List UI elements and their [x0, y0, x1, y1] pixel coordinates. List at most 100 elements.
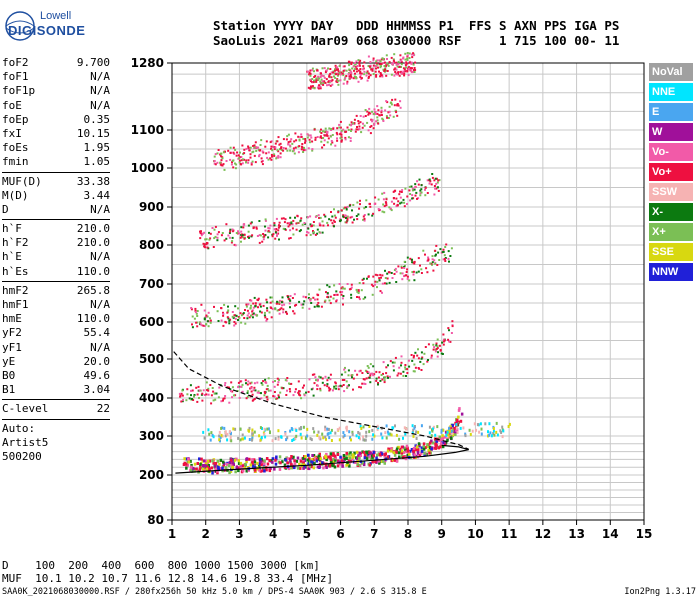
echo-point	[331, 463, 334, 467]
echo-point	[228, 401, 231, 404]
echo-point	[317, 378, 319, 381]
echo-point	[342, 431, 345, 435]
echo-point	[311, 67, 314, 70]
param-row: foF2 9.700	[2, 56, 110, 70]
echo-point	[369, 205, 372, 208]
echo-point	[376, 116, 379, 119]
echo-point	[271, 308, 274, 310]
echo-point	[369, 363, 372, 366]
echo-point	[266, 301, 269, 304]
echo-point	[412, 434, 415, 438]
y-tick-label: 600	[139, 315, 164, 329]
echo-point	[427, 256, 430, 259]
echo-point	[283, 303, 286, 306]
echo-point	[313, 462, 316, 466]
echo-point	[403, 446, 406, 450]
echo-point	[220, 155, 223, 158]
echo-point	[478, 430, 481, 434]
echo-point	[340, 373, 343, 376]
echo-point	[450, 436, 453, 440]
echo-point	[187, 457, 190, 461]
echo-point	[350, 438, 352, 442]
echo-point	[435, 244, 438, 247]
echo-point	[298, 300, 301, 303]
echo-point	[202, 324, 205, 327]
echo-point	[362, 450, 366, 454]
echo-point	[386, 375, 389, 378]
echo-point	[455, 428, 458, 432]
echo-point	[375, 377, 378, 380]
echo-point	[366, 110, 369, 113]
echo-point	[345, 206, 348, 209]
echo-point	[408, 365, 411, 368]
echo-point	[241, 144, 244, 147]
echo-point	[287, 143, 290, 146]
echo-point	[275, 455, 278, 459]
echo-point	[269, 466, 272, 470]
echo-point	[240, 321, 243, 324]
echo-point	[304, 296, 307, 299]
echo-point	[251, 393, 254, 396]
echo-point	[312, 221, 315, 223]
echo-point	[202, 389, 205, 392]
echo-point	[241, 234, 244, 237]
echo-point	[394, 356, 397, 359]
echo-point	[255, 227, 258, 230]
echo-point	[307, 231, 310, 234]
echo-point	[414, 425, 416, 428]
echo-point	[206, 246, 209, 249]
echo-point	[328, 436, 331, 440]
echo-point	[265, 381, 268, 384]
echo-point	[345, 69, 348, 72]
echo-point	[253, 146, 256, 149]
echo-point	[399, 100, 402, 103]
echo-point	[234, 322, 237, 325]
echo-point	[373, 108, 376, 111]
echo-point	[320, 82, 323, 85]
echo-point	[229, 146, 232, 149]
echo-point	[369, 74, 372, 77]
echo-point	[186, 388, 189, 391]
echo-point	[331, 83, 334, 86]
echo-point	[330, 219, 333, 222]
echo-point	[205, 467, 209, 471]
echo-point	[209, 319, 212, 322]
echo-point	[451, 325, 454, 328]
echo-point	[358, 296, 361, 299]
echo-point	[451, 320, 454, 323]
echo-point	[359, 425, 362, 428]
echo-point	[227, 234, 230, 237]
echo-point	[207, 311, 210, 314]
echo-point	[223, 239, 226, 242]
echo-point	[366, 121, 369, 124]
echo-point	[426, 179, 429, 182]
echo-point	[271, 149, 274, 152]
echo-point	[326, 284, 329, 287]
echo-point	[249, 307, 252, 310]
echo-point	[411, 261, 414, 264]
echo-point	[352, 65, 355, 68]
echo-point	[379, 290, 382, 293]
echo-point	[273, 467, 276, 471]
echo-point	[379, 379, 382, 382]
echo-point	[195, 467, 198, 471]
echo-point	[316, 457, 319, 461]
echo-point	[358, 207, 361, 210]
echo-point	[342, 207, 345, 210]
echo-point	[242, 312, 245, 315]
echo-point	[278, 238, 280, 241]
echo-point	[239, 151, 241, 154]
echo-point	[384, 269, 386, 272]
echo-point	[237, 154, 240, 157]
echo-point	[359, 437, 361, 441]
echo-point	[358, 451, 361, 455]
echo-point	[411, 194, 414, 197]
echo-point	[350, 61, 353, 64]
echo-point	[334, 67, 337, 70]
echo-point	[450, 247, 453, 250]
echo-point	[412, 428, 415, 432]
echo-point	[265, 152, 268, 155]
echo-point	[444, 246, 447, 248]
echo-point	[311, 148, 314, 151]
echo-point	[323, 139, 326, 142]
